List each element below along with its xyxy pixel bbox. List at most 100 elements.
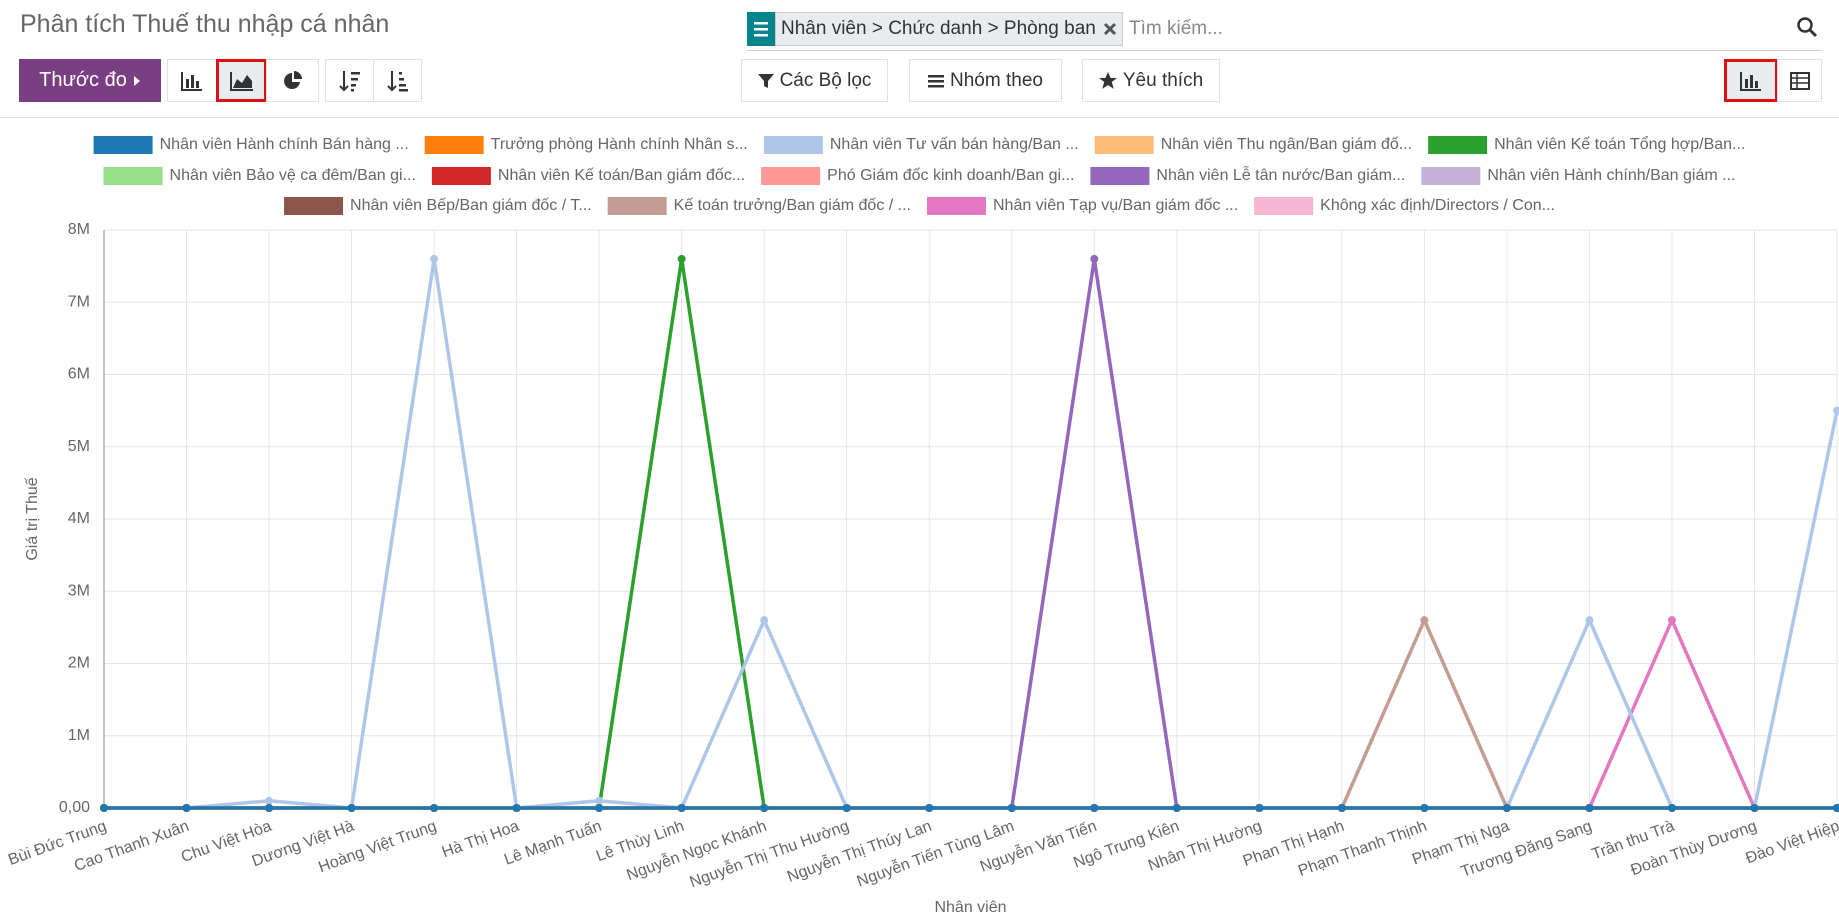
facet-icon[interactable] [747, 12, 775, 46]
filters-label: Các Bộ lọc [779, 69, 872, 91]
data-point [430, 254, 439, 263]
legend-item: Phó Giám đốc kinh doanh/Ban gi... [761, 167, 1074, 185]
legend-swatch [93, 136, 153, 154]
y-tick-label: 0,00 [59, 799, 90, 816]
data-point [595, 796, 604, 805]
data-point [1502, 804, 1511, 812]
legend-label: Nhân viên Bếp/Ban giám đốc / T... [350, 197, 592, 214]
search-facet[interactable]: Nhân viên > Chức danh > Phòng ban [775, 12, 1123, 46]
icon [386, 70, 408, 91]
data-point [182, 804, 191, 812]
data-point [677, 254, 686, 263]
legend-label: Nhân viên Tạp vụ/Ban giám đốc ... [993, 197, 1238, 214]
group-by-button[interactable]: Nhóm theo [909, 59, 1062, 102]
legend-label: Nhân viên Hành chính Bán hàng ... [160, 136, 409, 153]
legend-swatch [1094, 136, 1154, 154]
legend-item: Nhân viên Bảo vệ ca đêm/Ban gi... [103, 167, 416, 185]
legend-item: Nhân viên Tư vấn bán hàng/Ban ... [763, 136, 1079, 154]
legend-swatch [1254, 197, 1314, 215]
legend-swatch [763, 136, 823, 154]
data-point [677, 804, 686, 812]
y-tick-label: 6M [68, 366, 90, 383]
legend-label: Trưởng phòng Hành chính Nhân s... [491, 136, 748, 153]
legend-label: Nhân viên Kế toán/Ban giám đốc... [498, 167, 745, 184]
legend-item: Nhân viên Lễ tân nước/Ban giám... [1090, 165, 1405, 185]
search-icon[interactable] [1796, 16, 1818, 38]
legend-label: Nhân viên Tư vấn bán hàng/Ban ... [830, 136, 1079, 153]
page-title: Phân tích Thuế thu nhập cá nhân [20, 10, 390, 38]
facet-remove[interactable] [1102, 21, 1118, 37]
legend-label: Nhân viên Bảo vệ ca đêm/Ban gi... [170, 167, 416, 184]
bar-chart-button[interactable] [167, 59, 217, 102]
legend-item: Nhân viên Hành chính Bán hàng ... [93, 136, 409, 154]
legend-item: Không xác định/Directors / Con... [1254, 197, 1555, 215]
data-point [100, 804, 108, 812]
data-point [925, 804, 934, 812]
sort-desc-button[interactable] [325, 59, 374, 102]
data-point [347, 804, 356, 812]
icon [338, 70, 360, 91]
legend-item: Nhân viên Thu ngân/Ban giám đố... [1094, 136, 1412, 154]
legend-label: Nhân viên Lễ tân nước/Ban giám... [1156, 165, 1405, 184]
legend-swatch [103, 167, 163, 185]
y-tick-label: 7M [68, 293, 90, 310]
y-tick-label: 8M [68, 221, 90, 238]
sort-asc-button[interactable] [373, 59, 422, 102]
data-point [1585, 616, 1594, 625]
favorites-label: Yêu thích [1122, 69, 1204, 91]
facet-text: Nhân viên > Chức danh > Phòng ban [781, 18, 1096, 39]
legend-label: Không xác định/Directors / Con... [1320, 197, 1555, 214]
data-point [1585, 804, 1594, 812]
legend-item: Kế toán trưởng/Ban giám đốc / ... [607, 197, 911, 215]
legend-item: Nhân viên Hành chính/Ban giám ... [1421, 167, 1735, 185]
pie-chart-button[interactable] [266, 59, 319, 102]
data-point [1833, 406, 1839, 415]
icon [1740, 71, 1761, 91]
data-point [1420, 804, 1429, 812]
measure-button[interactable]: Thước đo [19, 59, 161, 102]
icon [928, 74, 945, 87]
data-point [1090, 254, 1099, 263]
legend-swatch [926, 197, 986, 215]
data-point [1090, 804, 1099, 812]
y-tick-label: 3M [68, 582, 90, 599]
data-point [842, 804, 851, 812]
favorites-button[interactable]: Yêu thích [1082, 59, 1220, 102]
icon [754, 22, 768, 37]
data-point [1172, 804, 1181, 812]
icon [283, 70, 302, 89]
pivot-view-button[interactable] [1777, 59, 1822, 102]
series-line [104, 258, 1839, 810]
legend-item: Trưởng phòng Hành chính Nhân s... [424, 136, 748, 154]
data-point [760, 616, 769, 625]
legend-item: Nhân viên Kế toán/Ban giám đốc... [431, 167, 745, 185]
filters-button[interactable]: Các Bộ lọc [741, 59, 888, 102]
caret [133, 75, 140, 86]
legend-swatch [431, 167, 491, 185]
icon [757, 73, 774, 88]
line-chart-button[interactable] [216, 59, 267, 102]
legend-swatch [761, 167, 821, 185]
legend-label: Phó Giám đốc kinh doanh/Ban gi... [827, 167, 1074, 184]
separator [0, 117, 1839, 118]
data-point [1255, 804, 1264, 812]
search-placeholder[interactable]: Tìm kiếm... [1129, 18, 1223, 39]
legend-item: Nhân viên Tạp vụ/Ban giám đốc ... [926, 197, 1238, 215]
data-point [760, 804, 769, 812]
data-point [1833, 804, 1839, 812]
y-tick-label: 1M [68, 727, 90, 744]
legend-swatch [1090, 167, 1150, 185]
data-point [1667, 804, 1676, 812]
data-point [1667, 616, 1676, 625]
data-point [1337, 804, 1346, 812]
x-axis-label: Nhân viên [934, 899, 1006, 916]
legend-label: Nhân viên Kế toán Tổng hợp/Ban... [1494, 135, 1745, 153]
graph-view-button[interactable] [1724, 59, 1778, 102]
data-point [1750, 804, 1759, 812]
icon [1789, 71, 1810, 90]
legend-swatch [1421, 167, 1481, 185]
legend-label: Nhân viên Hành chính/Ban giám ... [1487, 167, 1735, 184]
legend-item: Nhân viên Bếp/Ban giám đốc / T... [284, 197, 592, 215]
